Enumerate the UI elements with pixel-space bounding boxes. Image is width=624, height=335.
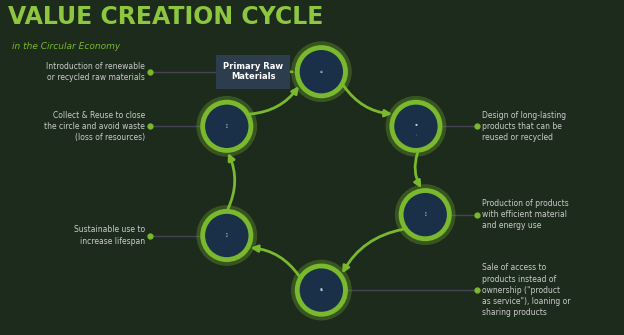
Text: 🗑: 🗑 xyxy=(226,124,228,128)
Circle shape xyxy=(395,184,456,245)
Text: 🔧: 🔧 xyxy=(226,233,228,238)
Text: VALUE CREATION CYCLE: VALUE CREATION CYCLE xyxy=(8,5,323,29)
Text: Collect & Reuse to close
the circle and avoid waste
(loss of resources): Collect & Reuse to close the circle and … xyxy=(44,111,145,142)
Circle shape xyxy=(392,102,440,150)
Circle shape xyxy=(197,205,257,266)
Circle shape xyxy=(203,102,251,150)
Text: ♻: ♻ xyxy=(320,70,323,74)
Text: Introduction of renewable
or recycled raw materials: Introduction of renewable or recycled ra… xyxy=(46,62,145,82)
Circle shape xyxy=(386,96,446,157)
FancyArrowPatch shape xyxy=(414,153,420,186)
Text: Design of long-lasting
products that can be
reused or recycled: Design of long-lasting products that can… xyxy=(482,111,566,142)
Circle shape xyxy=(203,211,251,260)
FancyBboxPatch shape xyxy=(217,55,290,89)
Circle shape xyxy=(401,191,449,239)
FancyArrowPatch shape xyxy=(344,229,403,271)
FancyArrowPatch shape xyxy=(344,86,389,116)
Text: 🏭: 🏭 xyxy=(424,213,426,217)
Circle shape xyxy=(197,96,257,157)
Text: ✺: ✺ xyxy=(414,123,417,127)
Text: $: $ xyxy=(320,288,323,292)
Text: Primary Raw
Materials: Primary Raw Materials xyxy=(223,62,283,81)
FancyArrowPatch shape xyxy=(228,156,235,209)
Text: Production of products
with efficient material
and energy use: Production of products with efficient ma… xyxy=(482,199,568,230)
Circle shape xyxy=(291,41,352,102)
FancyArrowPatch shape xyxy=(250,88,297,114)
Text: Sale of access to
products instead of
ownership ("product
as service"), loaning : Sale of access to products instead of ow… xyxy=(482,263,570,317)
Circle shape xyxy=(297,266,346,314)
Circle shape xyxy=(291,260,352,321)
Text: in the Circular Economy: in the Circular Economy xyxy=(12,42,120,51)
Text: Sustainable use to
increase lifespan: Sustainable use to increase lifespan xyxy=(74,225,145,246)
FancyArrowPatch shape xyxy=(286,69,292,74)
Circle shape xyxy=(297,48,346,96)
FancyArrowPatch shape xyxy=(253,246,299,276)
